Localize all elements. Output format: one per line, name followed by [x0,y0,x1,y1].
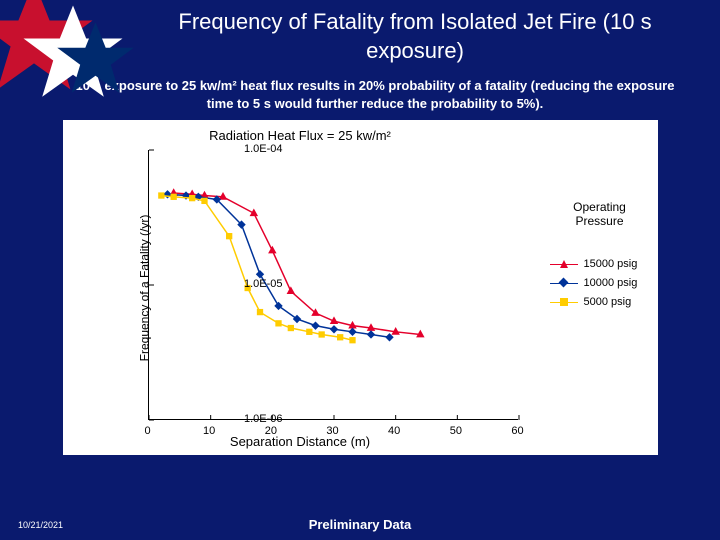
legend-title: Operating Pressure [550,200,650,228]
y-tick-label: 1.0E-05 [228,278,283,290]
legend: Operating Pressure 15000 psig 10000 psig 5… [550,200,650,315]
y-tick-label: 1.0E-04 [228,143,283,155]
page-title: Frequency of Fatality from Isolated Jet … [150,8,680,65]
plot-svg [149,150,518,419]
chart-title: Radiation Heat Flux = 25 kw/m² [63,128,538,143]
legend-item: 5000 psig [550,296,650,308]
x-tick-label: 10 [199,425,219,437]
x-tick-label: 20 [261,425,281,437]
date-stamp: 10/21/2021 [18,520,63,530]
preliminary-label: Preliminary Data [0,517,720,532]
star-decoration [0,0,150,100]
plot-area [148,150,518,420]
legend-item: 10000 psig [550,277,650,289]
x-axis-label: Separation Distance (m) [63,434,538,449]
subtitle-text: 10 s exposure to 25 kw/m² heat flux resu… [70,77,680,112]
chart-container: Radiation Heat Flux = 25 kw/m² Frequency… [63,120,658,455]
legend-item: 15000 psig [550,258,650,270]
legend-label: 10000 psig [584,277,638,289]
x-tick-label: 60 [508,425,528,437]
x-tick-label: 40 [384,425,404,437]
legend-label: 15000 psig [584,258,638,270]
legend-label: 5000 psig [584,296,632,308]
y-tick-label: 1.0E-06 [228,413,283,425]
x-tick-label: 0 [138,425,158,437]
x-tick-label: 50 [446,425,466,437]
footer: 10/21/2021 Preliminary Data [0,517,720,532]
x-tick-label: 30 [323,425,343,437]
